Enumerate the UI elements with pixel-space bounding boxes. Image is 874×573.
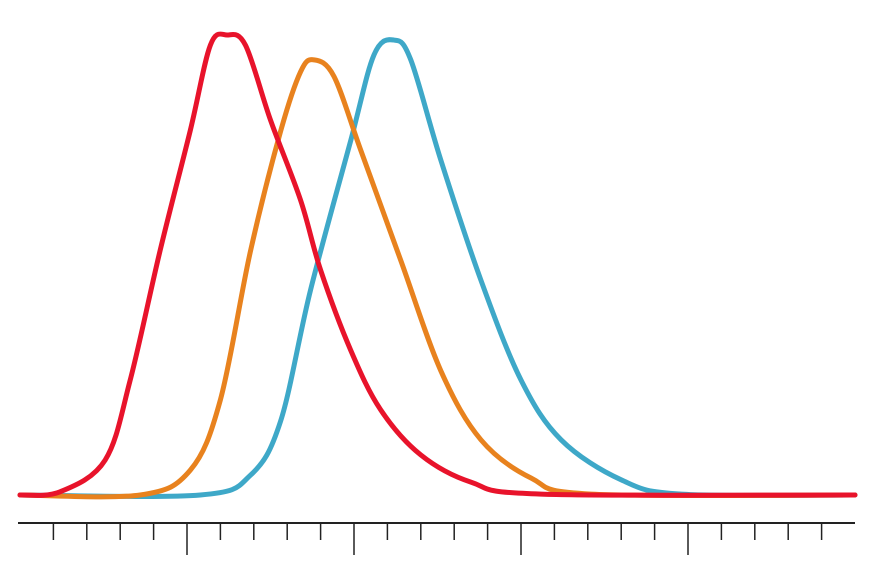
- curve: [17, 31, 858, 498]
- curve: [17, 57, 858, 500]
- curve: [17, 37, 858, 499]
